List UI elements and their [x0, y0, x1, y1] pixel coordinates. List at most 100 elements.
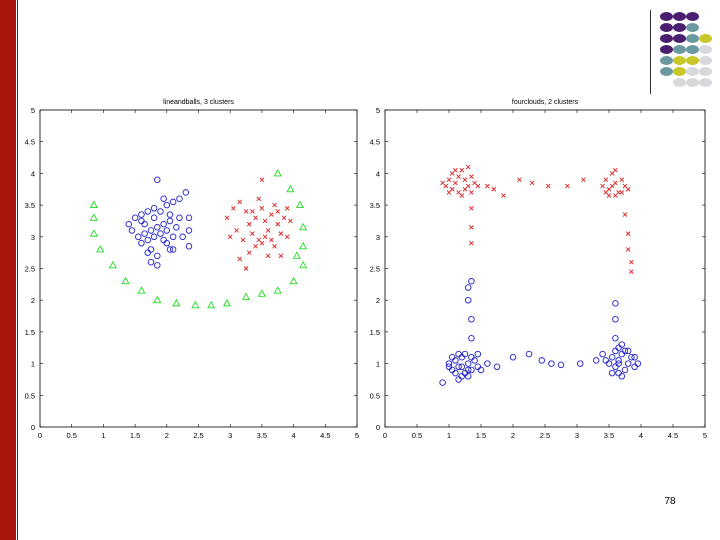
data-point-triangle — [172, 298, 181, 307]
data-point-circle — [141, 220, 148, 228]
x-tick-label: 2 — [511, 431, 515, 440]
data-point-circle — [474, 350, 482, 358]
data-point-x — [545, 183, 551, 189]
data-point-circle — [131, 214, 139, 222]
y-tick-label: 4 — [31, 169, 35, 178]
data-point-x — [453, 180, 458, 186]
data-point-x — [625, 186, 631, 192]
data-point-x — [453, 167, 458, 173]
data-point-x — [469, 240, 474, 246]
data-point-triangle — [299, 222, 308, 231]
data-point-circle — [464, 284, 472, 291]
corner-dot — [673, 23, 686, 32]
y-tick-label: 3 — [376, 233, 380, 242]
data-point-circle — [618, 373, 626, 380]
x-tick-label: 4 — [639, 431, 643, 440]
corner-dot — [686, 12, 699, 21]
corner-dot — [699, 34, 712, 43]
data-point-x — [446, 190, 452, 195]
data-point-x — [501, 193, 506, 198]
data-point-triangle — [96, 245, 105, 253]
corner-dot — [699, 56, 712, 65]
data-point-circle — [484, 360, 491, 367]
data-point-x — [275, 209, 281, 214]
plot-title: lineandballs, 3 clusters — [163, 99, 234, 106]
data-point-circle — [599, 350, 606, 358]
data-point-circle — [612, 347, 619, 355]
corner-dot — [673, 12, 686, 21]
data-point-circle — [179, 233, 186, 241]
data-point-circle — [176, 214, 183, 222]
y-tick-label: 2.5 — [370, 265, 380, 274]
data-point-circle — [608, 354, 616, 361]
data-point-x — [469, 174, 474, 179]
data-point-circle — [141, 230, 148, 237]
corner-dot — [660, 12, 673, 21]
data-point-x — [234, 228, 239, 233]
corner-dot — [699, 78, 712, 87]
data-point-x — [250, 231, 255, 236]
corner-dot — [673, 56, 686, 65]
y-tick-label: 2 — [376, 296, 380, 305]
data-point-x — [240, 237, 246, 243]
data-point-circle — [477, 366, 485, 374]
data-point-circle — [509, 354, 517, 361]
data-point-triangle — [241, 292, 251, 300]
data-point-circle — [615, 357, 622, 364]
data-point-circle — [128, 227, 136, 234]
y-tick-label: 3.5 — [25, 201, 35, 210]
y-tick-label: 5 — [31, 106, 35, 115]
data-point-triangle — [207, 300, 216, 309]
data-point-x — [265, 253, 271, 259]
corner-dot — [673, 67, 686, 76]
data-point-triangle — [153, 295, 162, 304]
data-point-circle — [163, 239, 171, 247]
data-point-circle — [455, 376, 462, 383]
data-point-circle — [624, 360, 632, 367]
data-point-x — [246, 221, 252, 227]
data-point-x — [475, 183, 481, 189]
data-point-x — [517, 177, 522, 183]
data-point-circle — [169, 233, 177, 241]
data-point-x — [272, 202, 277, 208]
data-point-circle — [135, 233, 142, 241]
data-point-circle — [493, 363, 501, 371]
data-point-x — [619, 177, 625, 183]
x-tick-label: 5 — [703, 431, 707, 440]
data-point-x — [259, 205, 265, 211]
data-point-triangle — [257, 289, 266, 297]
corner-dot — [660, 23, 673, 32]
data-point-x — [462, 177, 468, 183]
data-point-circle — [166, 246, 174, 253]
x-tick-label: 2.5 — [540, 431, 550, 440]
data-point-circle — [138, 211, 145, 218]
data-point-circle — [147, 227, 155, 234]
y-tick-label: 4 — [376, 169, 380, 178]
data-point-circle — [154, 252, 161, 260]
data-point-x — [284, 205, 290, 211]
data-point-circle — [548, 360, 555, 367]
corner-dot — [673, 34, 686, 43]
data-point-circle — [163, 201, 171, 209]
data-point-x — [237, 256, 243, 262]
data-point-circle — [612, 334, 619, 342]
data-point-circle — [455, 363, 462, 371]
data-point-x — [629, 269, 634, 274]
data-point-circle — [557, 361, 565, 369]
y-tick-label: 1 — [376, 360, 380, 369]
data-point-circle — [628, 354, 635, 361]
data-point-x — [265, 228, 271, 233]
corner-dot — [660, 67, 673, 76]
data-point-x — [275, 221, 281, 227]
scatter-plot-lineandballs: lineandballs, 3 clusters 0 0.5 1 1.5 2 2.5 3 3.5… — [25, 99, 360, 440]
y-tick-label: 0 — [31, 423, 35, 432]
corner-dot — [660, 34, 673, 43]
x-tick-label: 0 — [383, 431, 387, 440]
data-point-x — [440, 180, 445, 186]
data-point-circle — [448, 354, 456, 361]
data-point-circle — [160, 220, 167, 228]
plot-frame — [384, 109, 706, 428]
data-point-triangle — [299, 260, 308, 269]
x-tick-label: 4.5 — [320, 431, 330, 440]
data-point-x — [603, 177, 609, 183]
